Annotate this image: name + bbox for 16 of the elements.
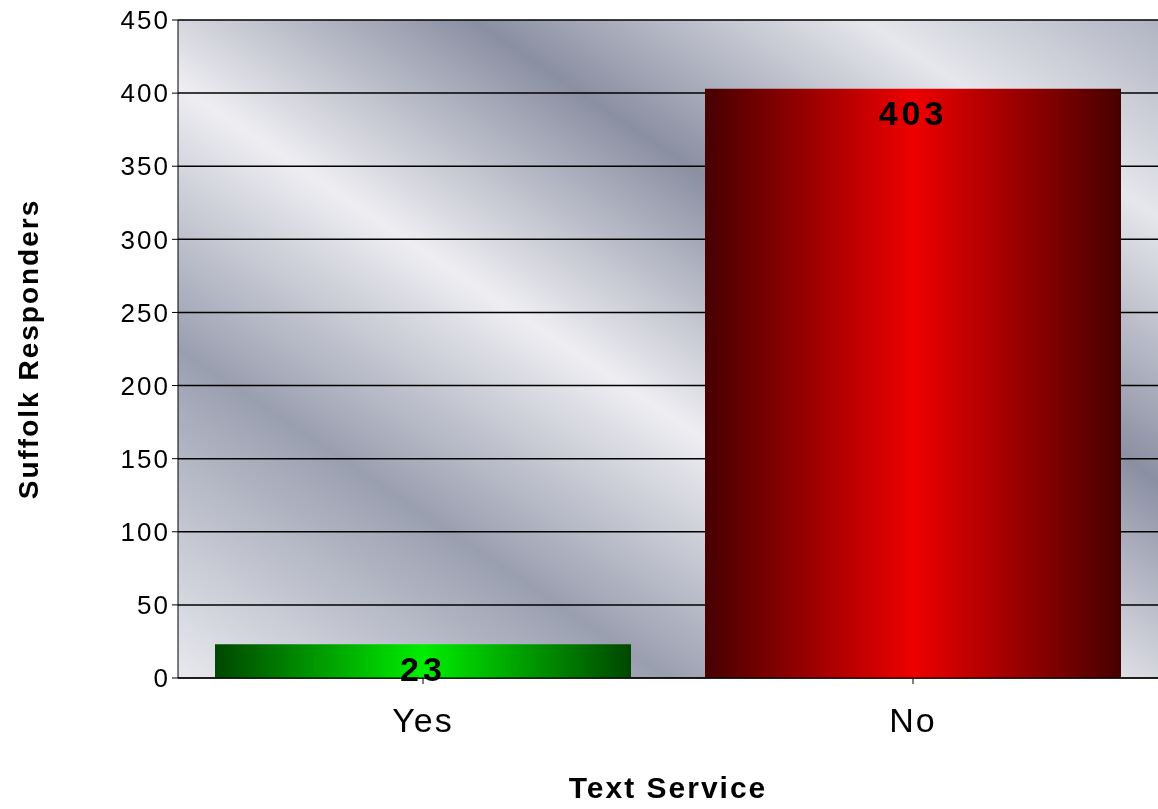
y-tick-label: 200 xyxy=(120,370,170,401)
x-tick-label: No xyxy=(889,701,937,740)
y-tick-label: 50 xyxy=(137,590,170,621)
y-tick-label: 0 xyxy=(153,663,170,694)
y-tick-label: 300 xyxy=(120,224,170,255)
y-tick-label: 150 xyxy=(120,443,170,474)
y-axis-title: Suffolk Responders xyxy=(12,198,44,500)
data-label: 23 xyxy=(400,649,446,688)
data-label: 403 xyxy=(878,93,948,132)
x-axis-title: Text Service xyxy=(568,771,768,804)
y-tick-label: 100 xyxy=(120,517,170,548)
y-tick-label: 250 xyxy=(120,297,170,328)
x-tick-label: Yes xyxy=(392,701,454,740)
y-tick-label: 450 xyxy=(120,5,170,36)
y-tick-label: 350 xyxy=(120,151,170,182)
y-tick-label: 400 xyxy=(120,78,170,109)
